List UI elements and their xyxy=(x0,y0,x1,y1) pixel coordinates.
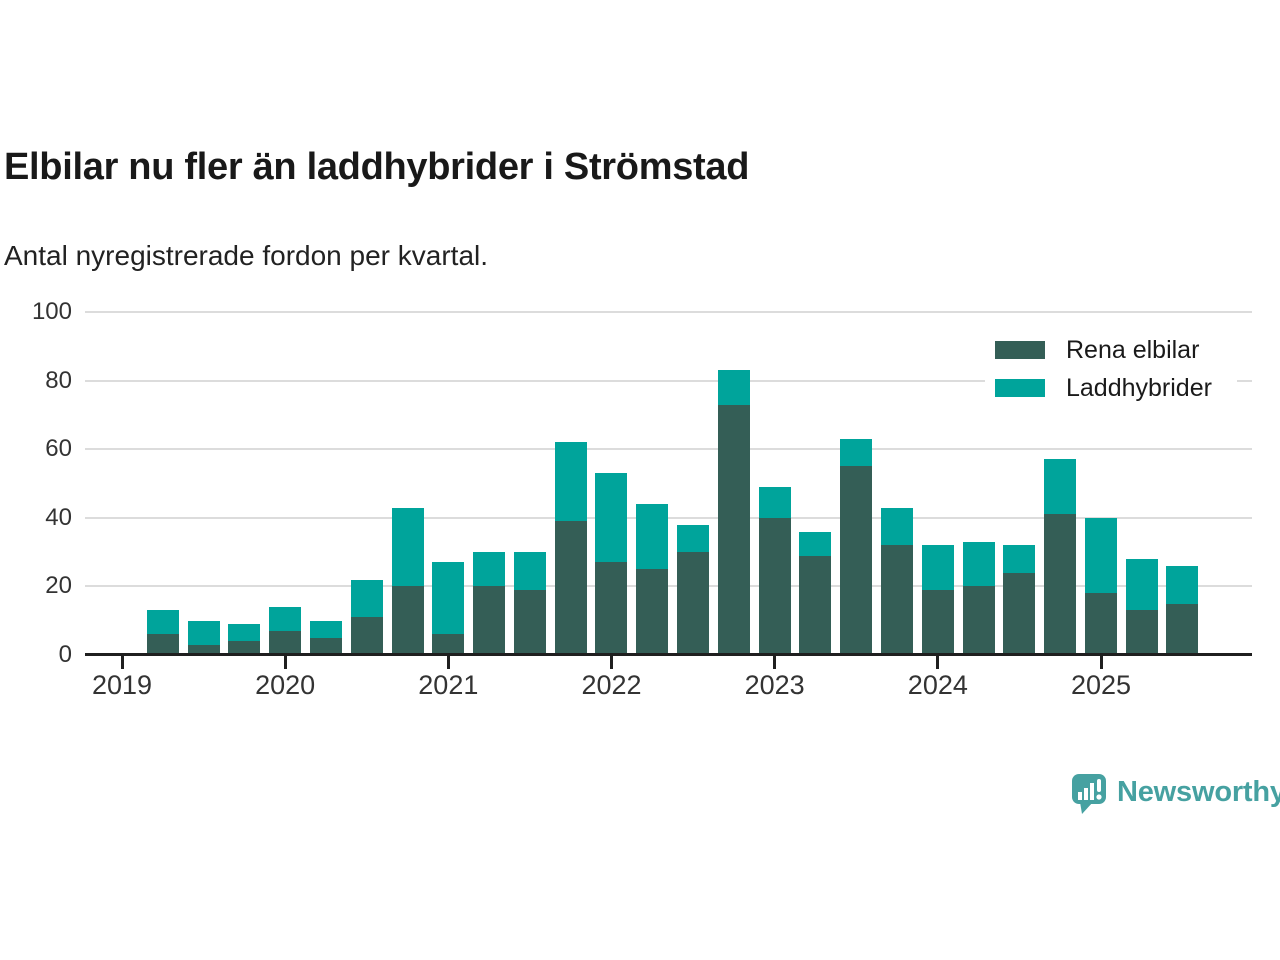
bar-rena-elbilar-2023-K4 xyxy=(880,545,913,655)
bar-rena-elbilar-2024-K3 xyxy=(1003,572,1036,655)
x-axis-tick xyxy=(283,656,287,669)
x-axis-tick xyxy=(610,656,613,669)
bar-rena-elbilar-2019-K4 xyxy=(228,641,261,655)
bar-rena-elbilar-2021-K3 xyxy=(513,589,546,655)
gridline xyxy=(85,311,1252,313)
y-tick-label: 60 xyxy=(45,435,72,463)
bar-rena-elbilar-2022-K3 xyxy=(677,552,709,655)
bar-laddhybrider-2024-K1 xyxy=(921,545,954,590)
x-axis-tick xyxy=(1099,656,1103,669)
bar-rena-elbilar-2019-K3 xyxy=(187,644,220,655)
bar-rena-elbilar-2025-K2 xyxy=(1125,610,1158,655)
legend-item-laddhybrider: Laddhybrider xyxy=(985,369,1237,407)
bar-rena-elbilar-2024-K4 xyxy=(1044,514,1077,655)
bar-laddhybrider-2023-K1 xyxy=(758,486,791,518)
bar-rena-elbilar-2020-K2 xyxy=(309,637,342,655)
bar-laddhybrider-2019-K2 xyxy=(146,610,179,635)
x-tick-label: 2025 xyxy=(1070,670,1132,700)
bar-laddhybrider-2025-K3 xyxy=(1166,565,1199,604)
bar-rena-elbilar-2025-K3 xyxy=(1166,603,1199,655)
y-tick-label: 40 xyxy=(45,503,72,531)
bar-rena-elbilar-2021-K4 xyxy=(554,521,587,655)
bar-laddhybrider-2021-K2 xyxy=(473,552,506,587)
bar-laddhybrider-2021-K1 xyxy=(432,562,465,635)
y-tick-label: 0 xyxy=(58,641,72,668)
y-tick-label: 20 xyxy=(45,572,72,600)
bar-rena-elbilar-2019-K2 xyxy=(146,634,179,655)
newsworthy-logo-icon xyxy=(1072,774,1106,814)
bar-rena-elbilar-2023-K1 xyxy=(758,517,791,655)
legend-item-rena-elbilar: Rena elbilar xyxy=(985,331,1237,369)
x-tick-label: 2021 xyxy=(418,670,479,700)
newsworthy-logo: Newsworthy xyxy=(1071,773,1280,816)
bar-rena-elbilar-2025-K1 xyxy=(1084,593,1117,655)
bar-laddhybrider-2020-K4 xyxy=(391,507,424,587)
bar-laddhybrider-2022-K2 xyxy=(636,504,669,570)
bar-rena-elbilar-2023-K2 xyxy=(799,555,832,655)
x-axis-tick xyxy=(120,656,124,669)
x-tick-label: 2022 xyxy=(581,670,642,700)
bar-laddhybrider-2023-K2 xyxy=(799,531,832,556)
bar-laddhybrider-2020-K1 xyxy=(269,606,302,631)
bar-rena-elbilar-2021-K2 xyxy=(473,586,506,655)
bar-laddhybrider-2020-K2 xyxy=(309,620,342,638)
bar-rena-elbilar-2023-K3 xyxy=(840,466,873,655)
bar-laddhybrider-2022-K1 xyxy=(595,473,628,563)
bar-laddhybrider-2021-K3 xyxy=(513,552,546,590)
x-tick-label: 2023 xyxy=(744,670,805,700)
bar-laddhybrider-2023-K3 xyxy=(840,438,873,467)
gridline xyxy=(85,379,1252,382)
chart-title: Elbilar nu fler än laddhybrider i Ströms… xyxy=(4,146,750,188)
bar-rena-elbilar-2022-K4 xyxy=(717,404,750,655)
legend-label: Rena elbilar xyxy=(1066,335,1200,364)
x-tick-label: 2020 xyxy=(255,670,316,700)
newsworthy-logo-text: Newsworthy xyxy=(1117,776,1280,808)
x-tick-label: 2024 xyxy=(907,670,968,700)
gridline xyxy=(85,448,1252,451)
bar-laddhybrider-2019-K3 xyxy=(187,620,220,645)
x-axis-line xyxy=(85,653,1252,656)
gridline xyxy=(85,516,1252,519)
x-axis-tick xyxy=(936,656,940,669)
bar-rena-elbilar-2022-K1 xyxy=(595,562,628,655)
legend-swatch-rena-elbilar xyxy=(995,341,1045,359)
legend-swatch-laddhybrider xyxy=(995,379,1045,397)
bar-laddhybrider-2025-K2 xyxy=(1125,558,1158,611)
bar-rena-elbilar-2021-K1 xyxy=(432,634,465,655)
legend-label: Laddhybrider xyxy=(1066,373,1212,402)
y-tick-label: 100 xyxy=(31,298,72,325)
bar-laddhybrider-2023-K4 xyxy=(880,507,913,546)
legend: Rena elbilar Laddhybrider xyxy=(985,331,1237,407)
gridline xyxy=(85,585,1252,588)
bar-laddhybrider-2024-K3 xyxy=(1003,545,1036,573)
x-axis-tick xyxy=(773,656,777,669)
bar-laddhybrider-2021-K4 xyxy=(554,442,587,522)
bar-rena-elbilar-2020-K1 xyxy=(269,630,302,655)
bar-rena-elbilar-2020-K4 xyxy=(391,586,424,655)
bar-rena-elbilar-2024-K1 xyxy=(921,589,954,655)
bar-laddhybrider-2024-K2 xyxy=(962,541,995,587)
chart-subtitle: Antal nyregistrerade fordon per kvartal. xyxy=(4,240,489,271)
x-tick-label: 2019 xyxy=(91,670,153,700)
y-tick-label: 80 xyxy=(45,366,72,394)
bar-rena-elbilar-2020-K3 xyxy=(350,617,383,655)
bar-rena-elbilar-2024-K2 xyxy=(962,586,995,655)
bar-laddhybrider-2022-K3 xyxy=(677,524,709,553)
bar-laddhybrider-2025-K1 xyxy=(1084,517,1117,594)
bar-laddhybrider-2019-K4 xyxy=(228,624,261,642)
bar-laddhybrider-2020-K3 xyxy=(350,579,383,618)
x-axis-tick xyxy=(446,656,450,669)
bar-rena-elbilar-2022-K2 xyxy=(636,569,669,655)
bar-laddhybrider-2022-K4 xyxy=(717,370,750,405)
bar-laddhybrider-2024-K4 xyxy=(1044,459,1077,515)
